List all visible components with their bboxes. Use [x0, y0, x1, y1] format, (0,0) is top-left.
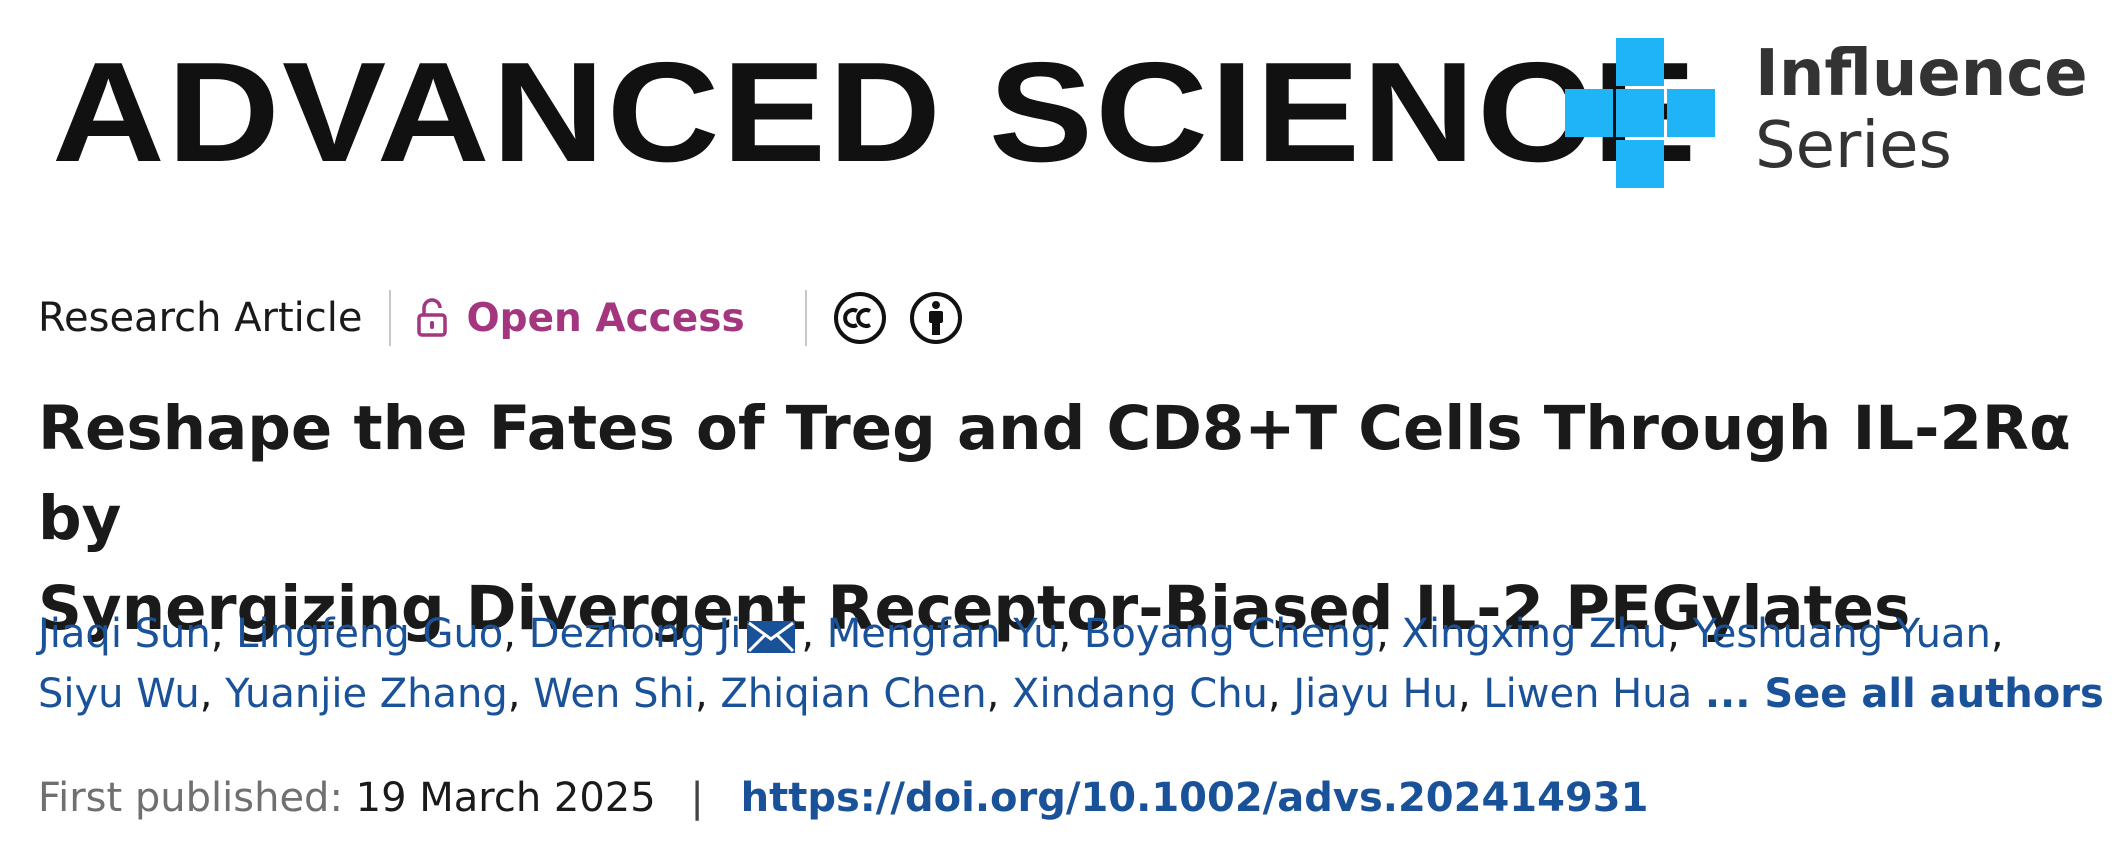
unlocked-padlock-icon: [416, 298, 447, 337]
author-link[interactable]: Zhiqian Chen: [720, 671, 987, 717]
title-line-1: Reshape the Fates of Treg and CD8+T Cell…: [38, 393, 2071, 554]
attribution-icon[interactable]: [909, 291, 963, 345]
doi-link[interactable]: https://doi.org/10.1002/advs.202414931: [740, 775, 1649, 821]
creative-commons-icon[interactable]: [833, 291, 887, 345]
journal-logo[interactable]: ADVANCED SCIENCE: [52, 33, 1699, 192]
title-line-2: Synergizing Divergent Receptor-Biased IL…: [38, 573, 1911, 644]
author-line-2: Siyu Wu, Yuanjie Zhang, Wen Shi, Zhiqian…: [38, 664, 2104, 724]
author-link[interactable]: Siyu Wu: [38, 671, 200, 717]
open-access-badge[interactable]: Open Access: [416, 295, 745, 341]
meta-divider: [804, 290, 807, 346]
article-title: Reshape the Fates of Treg and CD8+T Cell…: [38, 384, 2098, 654]
license-icons[interactable]: [833, 291, 985, 345]
influence-series-logo[interactable]: Influence Series: [1565, 38, 2095, 188]
author-link[interactable]: Jiayu Hu: [1293, 671, 1458, 717]
article-meta-row: Research Article Open Access: [38, 288, 985, 348]
publication-separator: |: [690, 775, 704, 821]
author-link[interactable]: Xindang Chu: [1012, 671, 1268, 717]
first-published-label: First published:: [38, 775, 343, 821]
author-link[interactable]: Dezhong Ji: [528, 611, 742, 657]
author-link[interactable]: Mengfan Yu: [826, 611, 1059, 657]
author-link[interactable]: Lingfeng Guo: [236, 611, 504, 657]
author-list: Jiaqi Sun, Lingfeng Guo, Dezhong Ji , Me…: [38, 604, 2104, 724]
series-word: Series: [1755, 109, 1952, 183]
article-type: Research Article: [38, 295, 363, 341]
see-all-authors-label: ... See all authors: [1704, 671, 2104, 717]
influence-word: Influence: [1755, 37, 2088, 111]
author-link[interactable]: Jiaqi Sun: [38, 611, 211, 657]
meta-divider: [388, 290, 391, 346]
publication-date: 19 March 2025: [355, 775, 656, 821]
author-link[interactable]: Xingxing Zhu: [1401, 611, 1668, 657]
see-all-authors-button[interactable]: ... See all authors: [1705, 671, 2121, 717]
influence-cross-icon: [1565, 38, 1715, 188]
author-link[interactable]: Wen Shi: [533, 671, 695, 717]
author-link[interactable]: Boyang Cheng: [1083, 611, 1377, 657]
publication-info: First published: 19 March 2025 | https:/…: [38, 768, 1648, 828]
author-link[interactable]: Yuanjie Zhang: [225, 671, 508, 717]
author-link[interactable]: Liwen Hua: [1483, 671, 1693, 717]
open-access-label: Open Access: [466, 295, 745, 341]
author-line-1: Jiaqi Sun, Lingfeng Guo, Dezhong Ji , Me…: [38, 611, 2004, 657]
author-link[interactable]: Yeshuang Yuan: [1692, 611, 1991, 657]
mail-icon[interactable]: [747, 621, 796, 653]
